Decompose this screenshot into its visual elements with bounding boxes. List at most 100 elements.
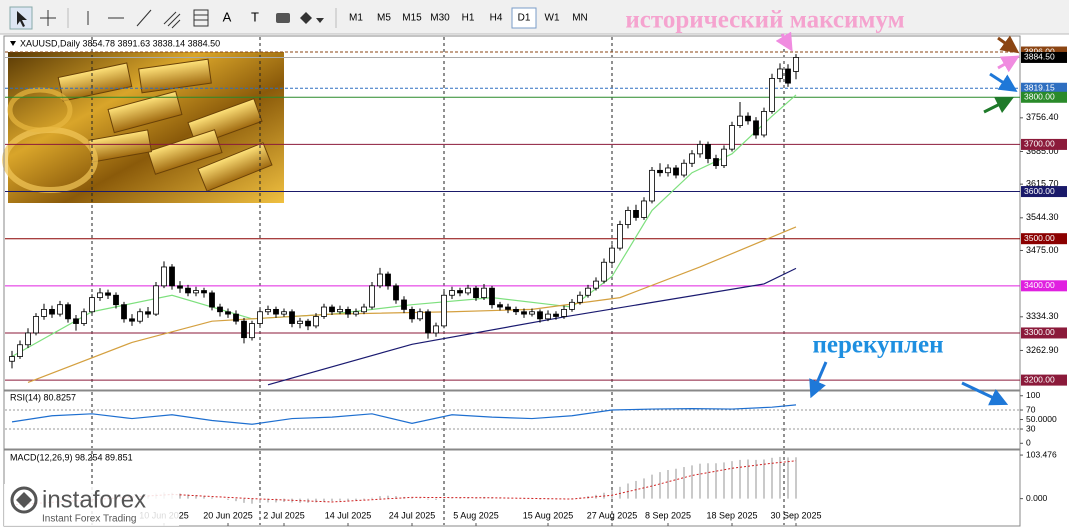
candle-body xyxy=(698,144,703,153)
candle-body xyxy=(378,274,383,286)
timeframe-button[interactable]: M15 xyxy=(402,13,422,24)
timeframe-button[interactable]: M5 xyxy=(377,13,391,24)
timeframe-button[interactable]: W1 xyxy=(545,13,560,24)
candle-body xyxy=(170,267,175,286)
candle-body xyxy=(746,116,751,121)
candle-body xyxy=(762,111,767,135)
y-tick-label: 50.0000 xyxy=(1026,414,1057,424)
y-tick-label: 3262.90 xyxy=(1026,345,1059,355)
candle-body xyxy=(714,159,719,166)
candle-body xyxy=(74,319,79,324)
candle-body xyxy=(770,78,775,111)
candle-body xyxy=(306,321,311,326)
candle-body xyxy=(50,309,55,314)
level-label: 3800.00 xyxy=(1024,92,1055,102)
candle-body xyxy=(626,210,631,224)
y-tick-label: 103.476 xyxy=(1026,449,1057,459)
candle-body xyxy=(410,309,415,318)
candle-body xyxy=(290,312,295,324)
candle-body xyxy=(674,168,679,175)
candle-body xyxy=(242,321,247,337)
timeframe-button[interactable]: M30 xyxy=(430,13,450,24)
candle-body xyxy=(610,248,615,262)
chart-title: XAUUSD,Daily 3854.78 3891.63 3838.14 388… xyxy=(20,38,220,48)
candle-body xyxy=(490,288,495,304)
candle-body xyxy=(234,314,239,321)
x-tick-label: 14 Jul 2025 xyxy=(325,510,372,520)
candle-body xyxy=(106,293,111,295)
candle-body xyxy=(138,312,143,321)
candle-body xyxy=(194,291,199,293)
candle-body xyxy=(82,312,87,324)
candle-body xyxy=(522,312,527,314)
level-label: 3500.00 xyxy=(1024,233,1055,243)
x-tick-label: 20 Jun 2025 xyxy=(203,510,253,520)
candle-body xyxy=(338,309,343,311)
candle-body xyxy=(210,293,215,307)
candle-body xyxy=(282,312,287,314)
candle-body xyxy=(426,312,431,333)
y-tick-label: 3756.40 xyxy=(1026,112,1059,122)
rsi-frame xyxy=(4,391,1020,449)
candle-body xyxy=(706,144,711,158)
candle-body xyxy=(298,321,303,323)
y-tick-label: 0 xyxy=(1026,438,1031,448)
logo-tagline: Instant Forex Trading xyxy=(42,514,137,525)
y-tick-label: 3544.30 xyxy=(1026,212,1059,222)
title-marker xyxy=(10,41,16,46)
level-label: 3200.00 xyxy=(1024,374,1055,384)
candle-body xyxy=(130,319,135,321)
candle-body xyxy=(186,288,191,293)
candle-body xyxy=(218,307,223,312)
annotation-high: исторический максимум xyxy=(625,7,904,34)
candle-body xyxy=(634,210,639,217)
x-tick-label: 18 Sep 2025 xyxy=(706,510,757,520)
cursor-tool[interactable] xyxy=(10,7,32,29)
candle-body xyxy=(562,309,567,316)
candle-body xyxy=(178,286,183,288)
candle-body xyxy=(570,302,575,309)
candle-body xyxy=(162,267,167,286)
level-label: 3300.00 xyxy=(1024,327,1055,337)
candle-body xyxy=(586,288,591,295)
text-tool[interactable]: T xyxy=(251,9,259,24)
label-tool[interactable] xyxy=(276,13,290,23)
timeframe-button[interactable]: MN xyxy=(572,13,588,24)
candle-body xyxy=(354,312,359,314)
candle-body xyxy=(682,163,687,175)
timeframe-button[interactable]: H4 xyxy=(490,13,503,24)
candle-body xyxy=(114,295,119,304)
candle-body xyxy=(146,312,151,314)
y-tick-label: 0.000 xyxy=(1026,493,1048,503)
candle-body xyxy=(90,298,95,312)
text-tool[interactable]: A xyxy=(223,9,232,24)
candle-body xyxy=(258,312,263,324)
candle-body xyxy=(330,307,335,312)
candle-body xyxy=(274,309,279,314)
candle-body xyxy=(506,307,511,309)
candle-body xyxy=(730,126,735,150)
candle-body xyxy=(322,307,327,316)
candle-body xyxy=(346,309,351,314)
candle-body xyxy=(546,314,551,319)
timeframe-button[interactable]: M1 xyxy=(349,13,363,24)
candle-body xyxy=(658,170,663,172)
candle-body xyxy=(466,288,471,293)
candle-body xyxy=(418,312,423,319)
candle-body xyxy=(250,324,255,338)
candle-body xyxy=(530,312,535,314)
candle-body xyxy=(226,312,231,314)
candle-body xyxy=(154,286,159,314)
y-tick-label: 30 xyxy=(1026,423,1036,433)
timeframe-button[interactable]: H1 xyxy=(462,13,475,24)
candle-body xyxy=(370,286,375,307)
candle-body xyxy=(18,345,23,357)
macd-title: MACD(12,26,9) 98.254 89.851 xyxy=(10,452,133,462)
x-tick-label: 27 Aug 2025 xyxy=(587,510,638,520)
bid-label: 3884.50 xyxy=(1024,52,1055,62)
timeframe-button[interactable]: D1 xyxy=(518,13,531,24)
candle-body xyxy=(642,201,647,217)
candle-body xyxy=(42,309,47,316)
candle-body xyxy=(98,293,103,298)
